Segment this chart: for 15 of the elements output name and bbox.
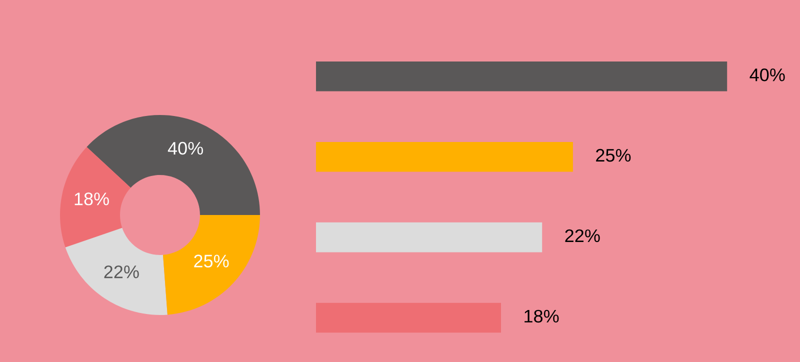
donut-slice — [162, 215, 260, 315]
bar — [316, 142, 573, 172]
data-label: 40% — [750, 68, 785, 82]
data-label: 25% — [596, 148, 631, 162]
bar — [316, 302, 501, 333]
bar — [316, 222, 542, 252]
data-label: 22% — [104, 265, 139, 278]
data-label: 25% — [194, 254, 229, 268]
data-label: 40% — [168, 142, 203, 155]
bar — [316, 62, 728, 92]
data-label: 18% — [524, 310, 559, 323]
donut-slice — [65, 228, 168, 315]
donut-slice — [60, 146, 131, 248]
data-label: 22% — [565, 229, 600, 242]
data-label: 18% — [74, 192, 109, 206]
